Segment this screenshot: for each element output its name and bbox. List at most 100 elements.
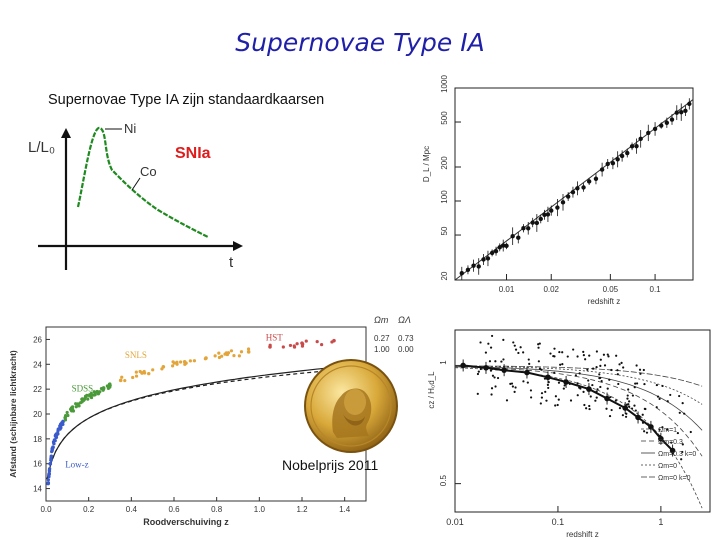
slide-subtitle: Supernovae Type IA zijn standaardkaarsen <box>48 92 325 108</box>
data-point <box>493 376 496 379</box>
data-point <box>581 185 586 190</box>
data-point-snls <box>131 375 135 380</box>
data-point <box>625 412 628 415</box>
data-point <box>610 408 613 412</box>
data-point <box>490 393 493 396</box>
data-point <box>465 267 471 273</box>
data-point <box>488 360 492 363</box>
data-point-sdss <box>80 400 84 404</box>
data-point <box>526 381 529 384</box>
data-point <box>661 426 664 429</box>
hubble-diagram-top: 0.01 0.02 0.05 0.1 20 50 100 200 500 1000 redshift… <box>422 75 694 306</box>
data-point <box>496 376 500 380</box>
data-point <box>602 353 606 356</box>
data-point <box>596 388 599 391</box>
data-point <box>481 257 486 262</box>
data-point-low-z <box>49 458 53 462</box>
legend-entry: Ωm=0 k=0 <box>658 475 691 482</box>
legend-entry: Ωm=1 <box>658 427 677 434</box>
y-tick-label: 200 <box>440 156 449 170</box>
data-point <box>689 430 692 434</box>
data-point <box>643 430 646 433</box>
y-tick-label: 26 <box>33 335 42 344</box>
data-point <box>599 385 602 389</box>
data-point <box>669 393 672 397</box>
data-point <box>537 360 540 363</box>
binned-fit-line <box>463 364 674 452</box>
lightcurve-co-pointer <box>131 177 141 191</box>
data-point <box>513 344 516 347</box>
data-point-sdss <box>108 383 112 388</box>
data-point <box>614 399 617 402</box>
x-tick-label: 0.01 <box>446 517 464 527</box>
data-point <box>683 108 688 114</box>
data-point-snls <box>246 350 251 354</box>
data-point <box>605 407 608 410</box>
lightcurve-co-label: Co <box>140 164 157 179</box>
data-point <box>594 399 597 402</box>
data-point <box>626 397 629 400</box>
data-point <box>616 373 619 376</box>
data-point <box>658 428 661 431</box>
data-point <box>517 351 520 355</box>
x-axis-label: redshift z <box>566 530 598 539</box>
data-point-sdss <box>70 405 75 409</box>
data-point-snls <box>217 351 221 355</box>
x-tick-label: 1.4 <box>339 505 351 514</box>
data-point <box>666 400 669 403</box>
lightcurve-x-arrow <box>233 241 243 251</box>
data-point <box>591 383 594 387</box>
x-axis-label: redshift z <box>588 297 620 306</box>
data-point <box>655 383 658 387</box>
series-label-snls: SNLS <box>125 350 147 360</box>
data-point <box>459 271 464 276</box>
data-point-low-z <box>47 469 51 473</box>
x-tick-label: 0.01 <box>499 285 515 294</box>
data-point <box>635 382 639 385</box>
data-point <box>687 101 692 107</box>
legend-header-om: Ωm <box>374 315 389 325</box>
data-point <box>635 364 638 367</box>
data-point-snls <box>182 360 187 364</box>
x-tick-label: 0.6 <box>168 505 180 514</box>
data-point <box>572 348 575 351</box>
data-point-snls <box>161 364 166 369</box>
data-point <box>582 354 585 357</box>
data-point <box>574 374 578 377</box>
data-point <box>628 405 631 408</box>
x-tick-label: 0.05 <box>603 285 619 294</box>
data-point <box>610 368 613 372</box>
data-point <box>514 348 518 351</box>
data-point <box>557 381 561 384</box>
data-point-low-z <box>50 447 55 451</box>
data-point-sdss <box>76 402 80 406</box>
x-tick-label: 0.1 <box>552 517 565 527</box>
data-point <box>669 117 675 122</box>
data-point <box>608 378 611 381</box>
data-point <box>559 363 562 366</box>
data-point <box>634 382 637 385</box>
y-tick-label: 1000 <box>440 75 449 93</box>
y-tick-label: 0.5 <box>439 475 448 487</box>
data-point <box>497 245 502 250</box>
data-point <box>586 368 589 371</box>
data-point <box>563 384 566 387</box>
data-point <box>652 126 658 132</box>
data-point <box>599 364 602 367</box>
data-point <box>510 233 515 239</box>
x-tick-label: 0.0 <box>40 505 52 514</box>
data-point <box>680 458 683 461</box>
data-point <box>528 362 531 365</box>
series-label-low-z: Low-z <box>65 459 89 469</box>
x-tick-label: 1.2 <box>296 505 308 514</box>
data-point-snls <box>246 347 251 351</box>
data-point-low-z <box>57 427 61 431</box>
data-point <box>554 395 557 398</box>
data-point <box>547 386 550 390</box>
data-point-snls <box>192 359 197 363</box>
data-point <box>513 390 516 393</box>
data-point-snls <box>151 368 155 372</box>
x-axis-label: Roodverschuiving z <box>143 517 229 527</box>
data-point-sdss <box>66 413 70 418</box>
data-point <box>554 404 557 407</box>
